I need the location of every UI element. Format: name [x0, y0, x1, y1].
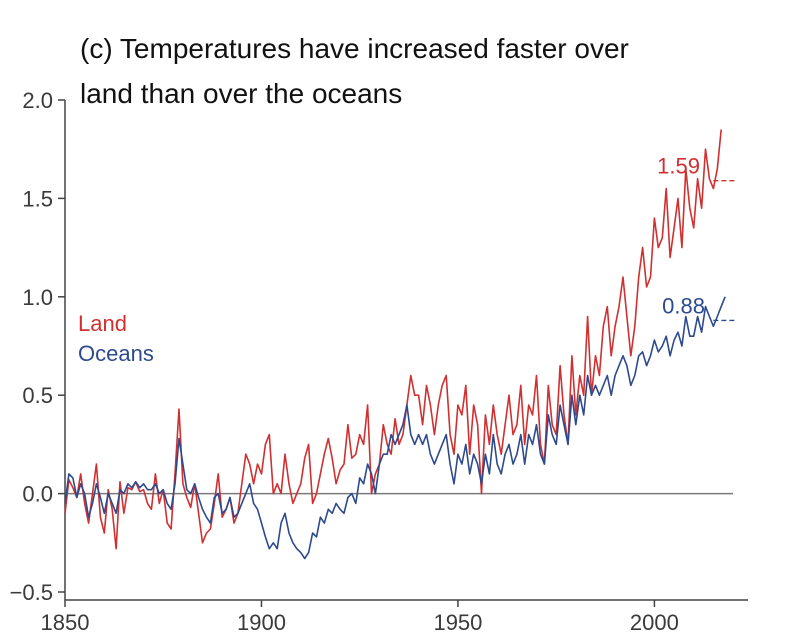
x-tick-label: 1900	[237, 610, 286, 635]
oceans-end-value-label: 0.88	[662, 293, 705, 318]
series	[64, 129, 726, 560]
y-tick-label: 0.5	[22, 383, 53, 408]
chart-title-line-1: (c) Temperatures have increased faster o…	[80, 33, 629, 64]
x-tick-label: 1950	[433, 610, 482, 635]
x-tick-label: 1850	[41, 610, 90, 635]
axes: −0.5 0.0 0.5 1.0 1.5 2.0 1850 1900 1950 2000	[10, 88, 748, 635]
end-value-labels: 1.59 0.88	[657, 154, 735, 322]
chart-title-line-2: land than over the oceans	[80, 78, 402, 109]
y-tick-label: 2.0	[22, 88, 53, 113]
y-tick-label: −0.5	[10, 580, 53, 605]
y-tick-label: 0.0	[22, 482, 53, 507]
x-tick-label: 2000	[630, 610, 679, 635]
land-end-value-label: 1.59	[657, 154, 700, 179]
series-line-oceans	[64, 296, 726, 560]
legend: Land Oceans	[78, 311, 154, 366]
legend-item-land: Land	[78, 311, 127, 336]
chart-title: (c) Temperatures have increased faster o…	[80, 33, 629, 109]
y-tick-label: 1.0	[22, 285, 53, 310]
series-line-land	[64, 129, 722, 550]
y-tick-label: 1.5	[22, 186, 53, 211]
legend-item-oceans: Oceans	[78, 341, 154, 366]
